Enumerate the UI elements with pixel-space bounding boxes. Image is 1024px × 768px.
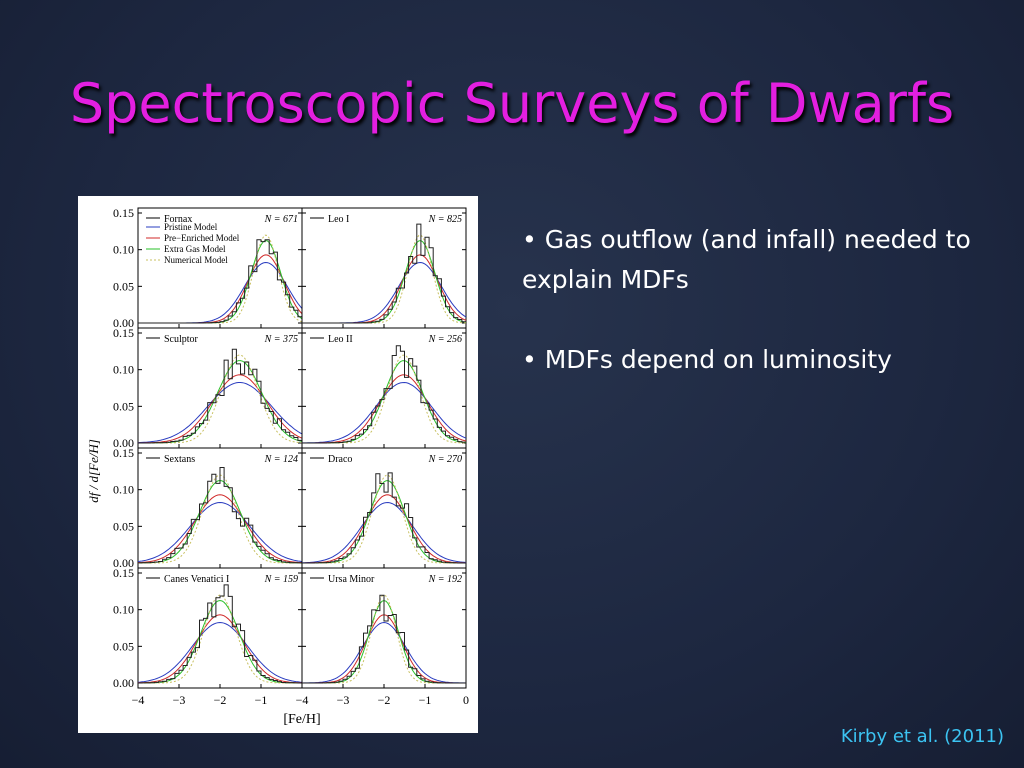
model-curve (302, 494, 466, 564)
panel-name: Leo II (328, 334, 353, 345)
y-tick-label: 0.05 (113, 399, 134, 413)
y-axis-label: df / d[Fe/H] (86, 439, 101, 503)
panel-count: N = 270 (428, 454, 462, 465)
histogram (138, 239, 302, 324)
bullet: • Gas outflow (and infall) needed to exp… (522, 225, 971, 294)
model-curve (138, 354, 303, 444)
model-curve (302, 354, 467, 444)
panel-name: Draco (328, 454, 352, 465)
histogram (302, 345, 466, 444)
y-tick-label: 0.00 (113, 676, 134, 690)
histogram (138, 467, 302, 564)
y-tick-label: 0.15 (113, 566, 134, 580)
model-curve (138, 614, 302, 684)
legend-entry: Pre−Enriched Model (164, 233, 240, 243)
model-curve (137, 382, 303, 444)
histogram (138, 348, 302, 444)
figure-background (78, 196, 478, 733)
x-tick-label: 0 (463, 693, 469, 707)
model-curve (137, 501, 303, 563)
model-curve (301, 501, 467, 564)
y-tick-label: 0.05 (113, 519, 134, 533)
bullet-list: • Gas outflow (and infall) needed to exp… (522, 220, 982, 420)
x-tick-label: −1 (255, 693, 268, 707)
y-tick-label: 0.05 (113, 639, 134, 653)
x-tick-label: −1 (419, 693, 432, 707)
panel-count: N = 124 (264, 454, 298, 465)
panel-count: N = 671 (264, 214, 298, 225)
model-curve (137, 494, 303, 564)
panel-name: Ursa Minor (328, 574, 375, 585)
y-tick-label: 0.10 (113, 363, 134, 377)
y-tick-label: 0.05 (113, 279, 134, 293)
panel-name: Sculptor (164, 334, 199, 345)
slide-title: Spectroscopic Surveys of Dwarfs (69, 72, 955, 135)
citation: Kirby et al. (2011) (840, 726, 1004, 747)
y-tick-label: 0.00 (113, 436, 134, 450)
panel-name: Canes Venatici I (164, 574, 229, 585)
panel-count: N = 375 (264, 334, 298, 345)
x-tick-label: −4 (296, 693, 309, 707)
panel-count: N = 159 (264, 574, 298, 585)
y-tick-label: 0.10 (113, 243, 134, 257)
panel-name: Leo I (328, 214, 349, 225)
model-curve (137, 621, 303, 683)
y-tick-label: 0.15 (113, 326, 134, 340)
y-tick-label: 0.15 (113, 446, 134, 460)
panel-count: N = 825 (428, 214, 462, 225)
histogram (302, 223, 466, 324)
model-curve (301, 621, 467, 684)
histogram (138, 584, 302, 684)
y-tick-label: 0.00 (113, 316, 134, 330)
x-tick-label: −3 (173, 693, 186, 707)
model-curve (138, 374, 303, 444)
panel-name: Sextans (164, 454, 195, 465)
histogram (302, 472, 466, 564)
x-tick-label: −2 (214, 693, 227, 707)
figure: df / d[Fe/H] [Fe/H] 0.15 0.10 0.05 0.00 Forn… (78, 196, 478, 733)
y-tick-label: 0.10 (113, 483, 134, 497)
x-tick-label: −4 (132, 693, 145, 707)
panel-count: N = 256 (428, 334, 462, 345)
legend-entry: Extra Gas Model (164, 244, 226, 254)
x-axis-label: [Fe/H] (283, 712, 320, 727)
histogram (302, 594, 466, 684)
panel-name: Fornax (164, 214, 192, 225)
y-tick-label: 0.10 (113, 603, 134, 617)
panel-count: N = 192 (428, 574, 462, 585)
x-tick-label: −2 (378, 693, 391, 707)
y-tick-label: 0.00 (113, 556, 134, 570)
y-tick-label: 0.15 (113, 206, 134, 220)
bullet: • MDFs depend on luminosity (522, 345, 892, 374)
x-tick-label: −3 (337, 693, 350, 707)
model-curve (138, 594, 302, 684)
legend-entry: Numerical Model (164, 255, 228, 265)
legend-entry: Pristine Model (164, 222, 218, 232)
